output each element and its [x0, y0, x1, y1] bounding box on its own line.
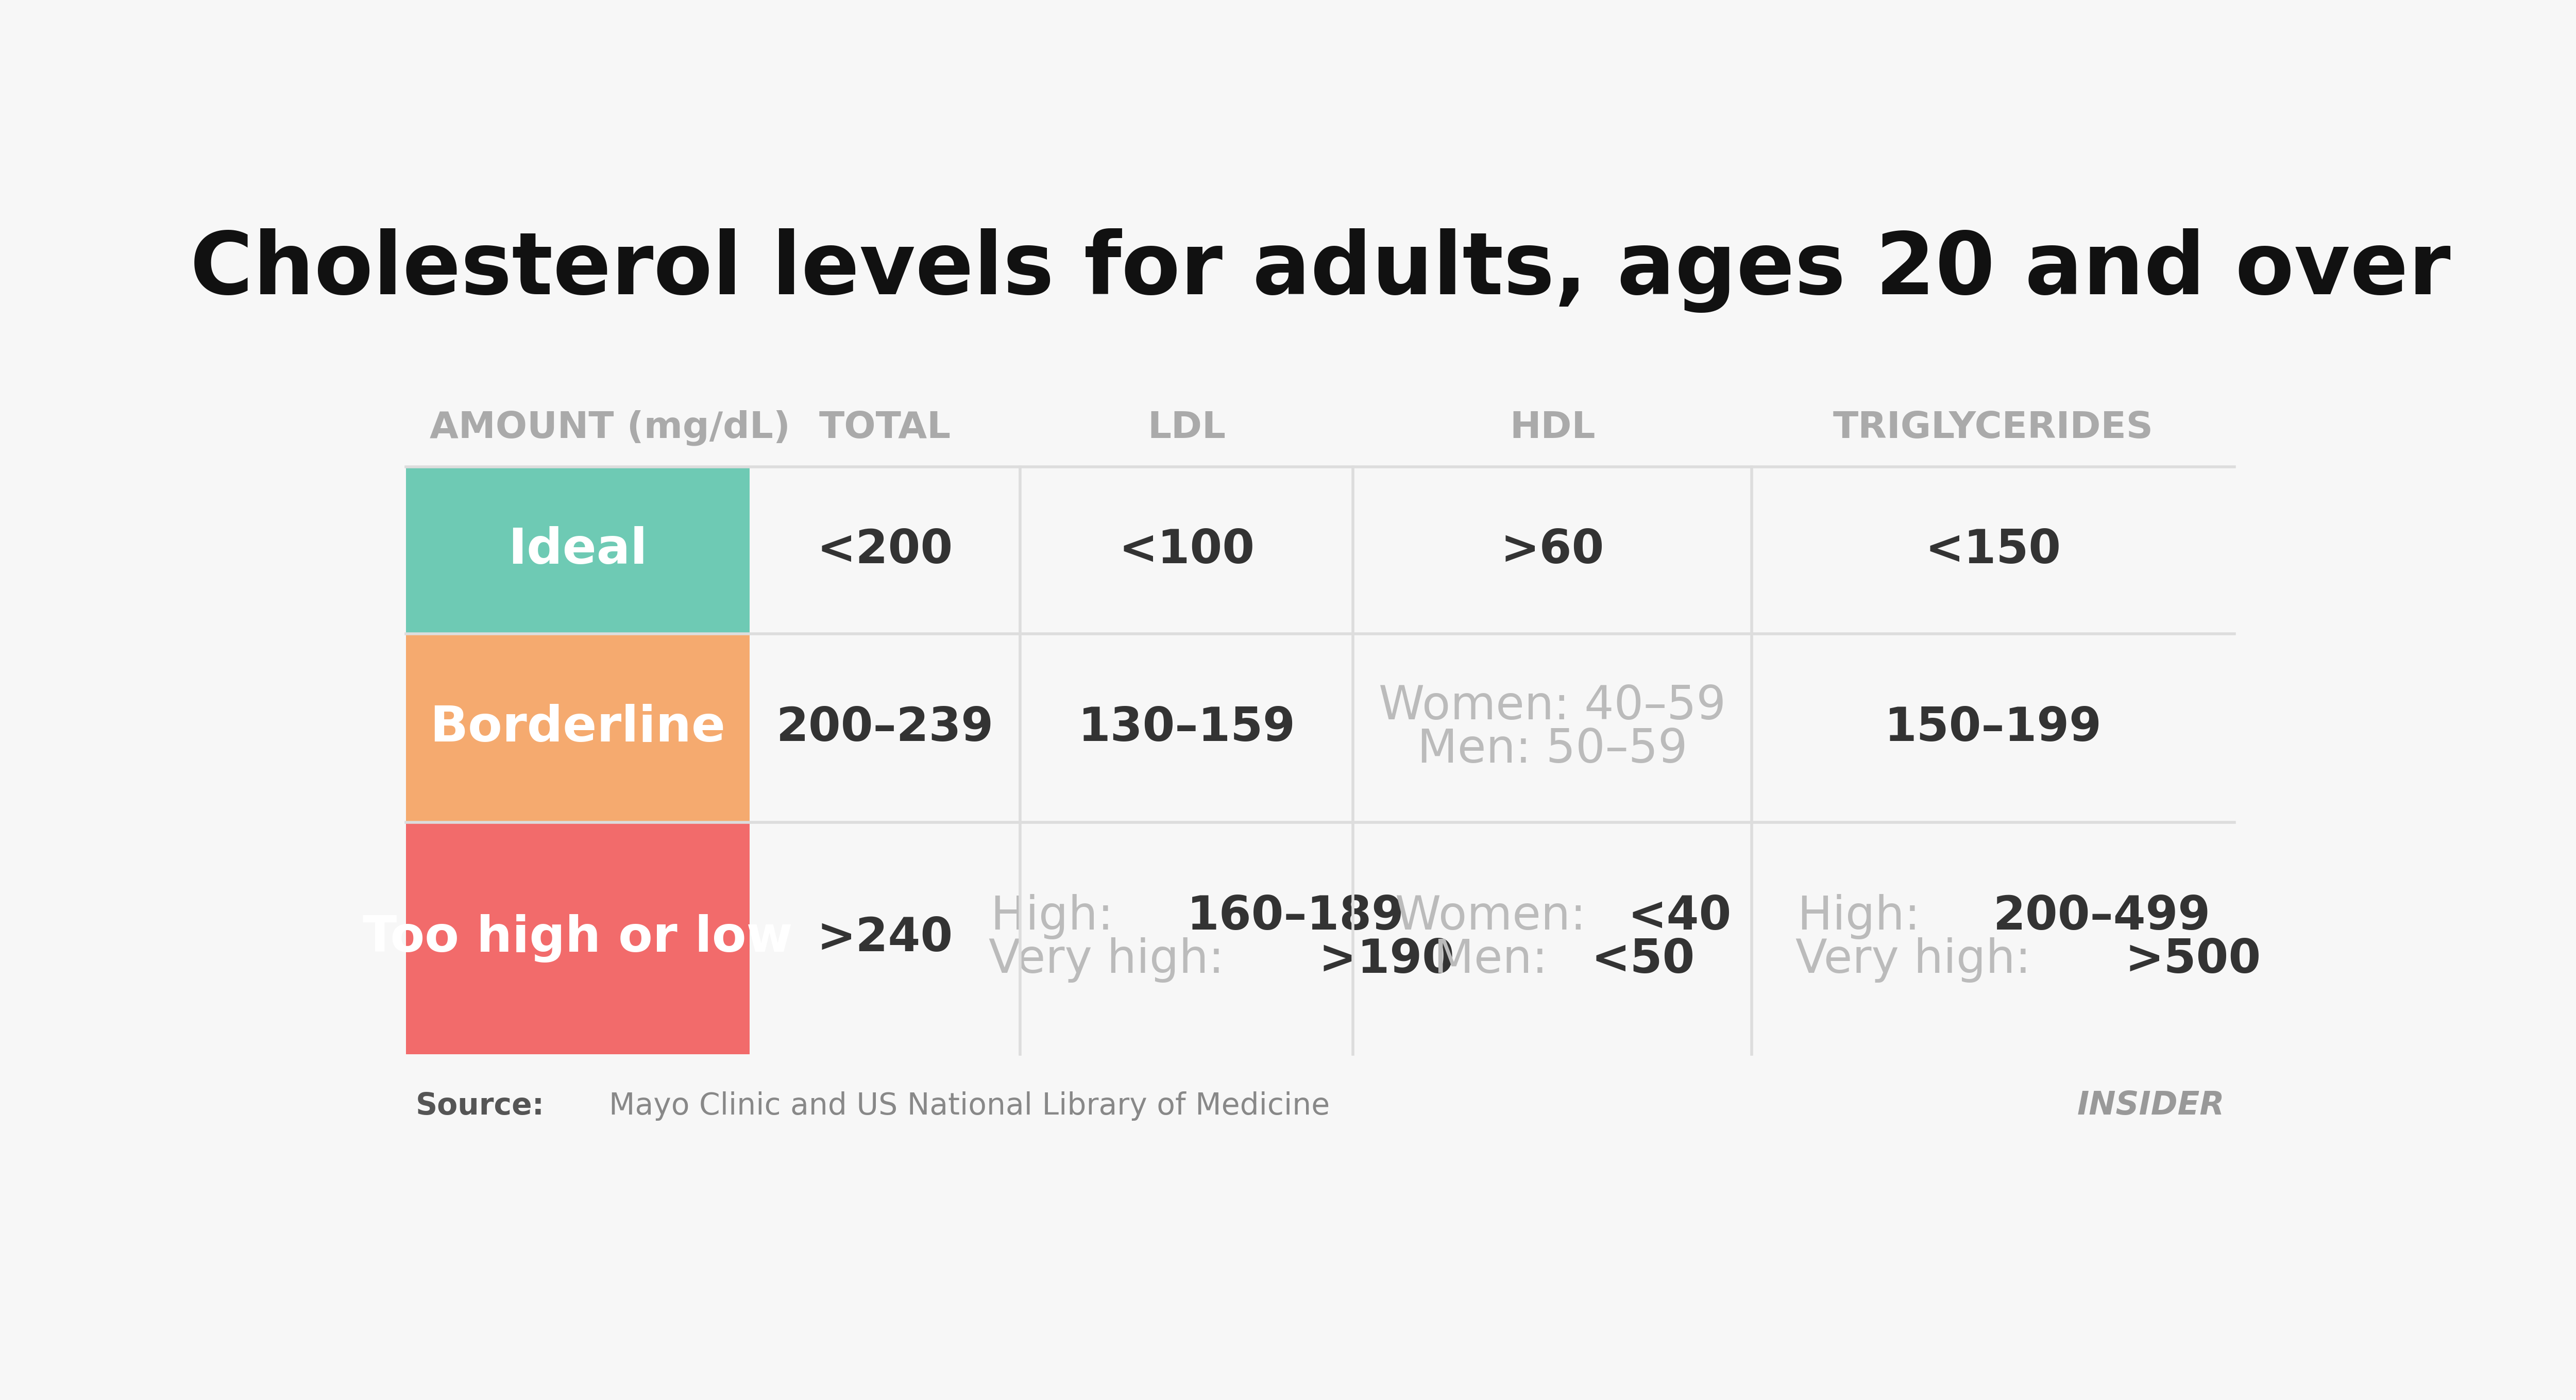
Text: Women: 40–59: Women: 40–59 — [1378, 683, 1726, 729]
Text: Women:: Women: — [1396, 895, 1600, 939]
Text: Very high:: Very high: — [989, 937, 1239, 983]
Bar — [407, 466, 750, 634]
Bar — [1752, 634, 2233, 822]
Text: >240: >240 — [817, 916, 953, 960]
Text: AMOUNT (mg/dL): AMOUNT (mg/dL) — [430, 410, 791, 445]
Text: <40: <40 — [1628, 895, 1731, 939]
Text: INSIDER: INSIDER — [2076, 1091, 2226, 1121]
Bar — [1752, 466, 2233, 634]
Bar — [1352, 634, 1752, 822]
Text: Mayo Clinic and US National Library of Medicine: Mayo Clinic and US National Library of M… — [590, 1091, 1329, 1120]
Text: LDL: LDL — [1146, 410, 1226, 445]
Text: >190: >190 — [1319, 937, 1455, 983]
Bar — [750, 634, 1020, 822]
Bar — [1020, 822, 1352, 1054]
Bar — [407, 822, 750, 1054]
Text: High:: High: — [1798, 895, 1935, 939]
Text: Source:: Source: — [415, 1091, 544, 1120]
Text: HDL: HDL — [1510, 410, 1595, 445]
Text: >60: >60 — [1502, 528, 1605, 573]
Text: High:: High: — [992, 895, 1128, 939]
Text: <50: <50 — [1592, 937, 1695, 983]
Bar — [1352, 822, 1752, 1054]
Text: Cholesterol levels for adults, ages 20 and over: Cholesterol levels for adults, ages 20 a… — [191, 228, 2450, 312]
Bar — [1352, 466, 1752, 634]
Bar — [1020, 634, 1352, 822]
Text: Too high or low: Too high or low — [363, 914, 793, 962]
Text: <150: <150 — [1924, 528, 2061, 573]
Text: Ideal: Ideal — [507, 526, 647, 574]
Text: Men: 50–59: Men: 50–59 — [1417, 727, 1687, 773]
Bar — [1752, 822, 2233, 1054]
Bar — [750, 466, 1020, 634]
Text: TRIGLYCERIDES: TRIGLYCERIDES — [1834, 410, 2154, 445]
Text: <100: <100 — [1118, 528, 1255, 573]
Bar — [1020, 466, 1352, 634]
Text: 200–239: 200–239 — [775, 706, 994, 750]
Text: 130–159: 130–159 — [1077, 706, 1296, 750]
Text: Men:: Men: — [1435, 937, 1561, 983]
Text: Very high:: Very high: — [1795, 937, 2045, 983]
Bar — [407, 634, 750, 822]
Bar — [750, 822, 1020, 1054]
Text: >500: >500 — [2125, 937, 2262, 983]
Text: 160–189: 160–189 — [1188, 895, 1404, 939]
Text: 200–499: 200–499 — [1994, 895, 2210, 939]
Text: TOTAL: TOTAL — [819, 410, 951, 445]
Text: 150–199: 150–199 — [1886, 706, 2102, 750]
Text: <200: <200 — [817, 528, 953, 573]
Text: Borderline: Borderline — [430, 704, 726, 752]
